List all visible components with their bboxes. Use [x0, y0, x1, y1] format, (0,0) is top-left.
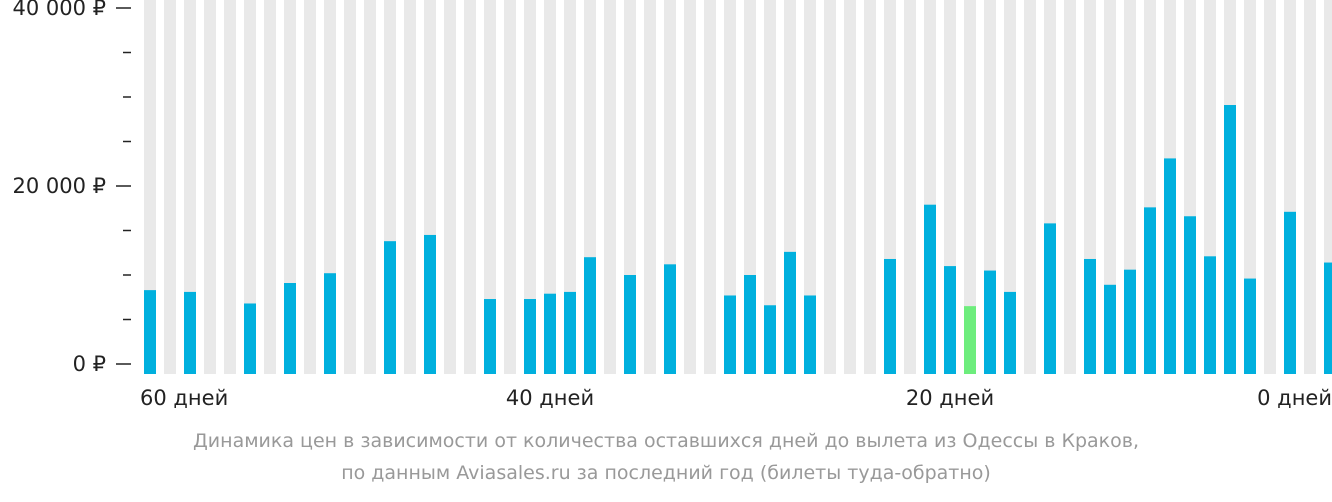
bar[interactable] [984, 270, 996, 374]
y-axis: 0 ₽ 20 000 ₽ 40 000 ₽ [12, 0, 131, 376]
background-column [644, 0, 656, 374]
bar[interactable] [1184, 216, 1196, 374]
background-column [864, 0, 876, 374]
bar[interactable] [584, 257, 596, 374]
bar[interactable] [1144, 207, 1156, 374]
bar[interactable] [784, 251, 796, 374]
background-column [284, 0, 296, 374]
bar[interactable] [184, 291, 196, 374]
background-column [364, 0, 376, 374]
background-column [304, 0, 316, 374]
background-column [1024, 0, 1036, 374]
bar[interactable] [1124, 269, 1136, 374]
bar[interactable] [1164, 158, 1176, 374]
bar[interactable] [564, 291, 576, 374]
background-column [544, 0, 556, 374]
bar[interactable] [1204, 256, 1216, 374]
y-tick-label: 0 ₽ [73, 352, 106, 376]
bar[interactable] [424, 234, 436, 374]
chart-caption-line-1: Динамика цен в зависимости от количества… [192, 430, 1140, 452]
background-column [484, 0, 496, 374]
background-column [224, 0, 236, 374]
x-axis: 60 дней 40 дней 20 дней 0 дней [140, 386, 1332, 410]
bar[interactable] [664, 264, 676, 374]
background-column [704, 0, 716, 374]
background-column [604, 0, 616, 374]
bar[interactable] [1324, 262, 1332, 374]
background-column [1064, 0, 1076, 374]
bar[interactable] [544, 293, 556, 374]
price-chart: 0 ₽ 20 000 ₽ 40 000 ₽ 60 дней 40 дней 20 дне… [12, 0, 1332, 410]
bar[interactable] [884, 258, 896, 374]
bar[interactable] [744, 275, 756, 374]
background-column [804, 0, 816, 374]
background-column [444, 0, 456, 374]
bar[interactable] [1084, 258, 1096, 374]
background-column [1264, 0, 1276, 374]
background-column [1324, 0, 1332, 374]
y-tick-label: 40 000 ₽ [12, 0, 106, 20]
background-column [164, 0, 176, 374]
bar[interactable] [1284, 211, 1296, 374]
x-tick-label: 60 дней [140, 386, 228, 410]
background-column [844, 0, 856, 374]
background-column [1004, 0, 1016, 374]
background-column [1304, 0, 1316, 374]
bar[interactable] [1224, 105, 1236, 374]
background-column [764, 0, 776, 374]
x-tick-label: 0 дней [1257, 386, 1332, 410]
bar[interactable] [624, 275, 636, 374]
x-tick-label: 40 дней [506, 386, 594, 410]
background-column [144, 0, 156, 374]
bar-cheapest[interactable] [964, 306, 976, 374]
background-column [464, 0, 476, 374]
bar[interactable] [804, 295, 816, 374]
background-column [204, 0, 216, 374]
background-column [964, 0, 976, 374]
background-column [184, 0, 196, 374]
bar[interactable] [324, 273, 336, 374]
background-column [264, 0, 276, 374]
bar[interactable] [1004, 291, 1016, 374]
background-column [1104, 0, 1116, 374]
bar[interactable] [724, 295, 736, 374]
bar[interactable] [244, 303, 256, 374]
background-column [344, 0, 356, 374]
bar[interactable] [384, 241, 396, 374]
bar[interactable] [524, 299, 536, 374]
chart-caption-line-2: по данным Aviasales.ru за последний год … [341, 462, 991, 484]
bar[interactable] [764, 305, 776, 374]
price-bars [144, 105, 1332, 374]
bar[interactable] [284, 283, 296, 374]
background-column [404, 0, 416, 374]
background-column [524, 0, 536, 374]
x-tick-label: 20 дней [906, 386, 994, 410]
bar[interactable] [1044, 223, 1056, 374]
bar[interactable] [944, 266, 956, 374]
bar[interactable] [144, 290, 156, 374]
background-column [824, 0, 836, 374]
bar[interactable] [1104, 284, 1116, 374]
bar[interactable] [924, 204, 936, 374]
bar[interactable] [1244, 278, 1256, 374]
background-column [684, 0, 696, 374]
bar[interactable] [484, 299, 496, 374]
background-column [244, 0, 256, 374]
y-tick-label: 20 000 ₽ [12, 174, 106, 198]
background-column [724, 0, 736, 374]
background-column [904, 0, 916, 374]
background-column [504, 0, 516, 374]
background-column [564, 0, 576, 374]
